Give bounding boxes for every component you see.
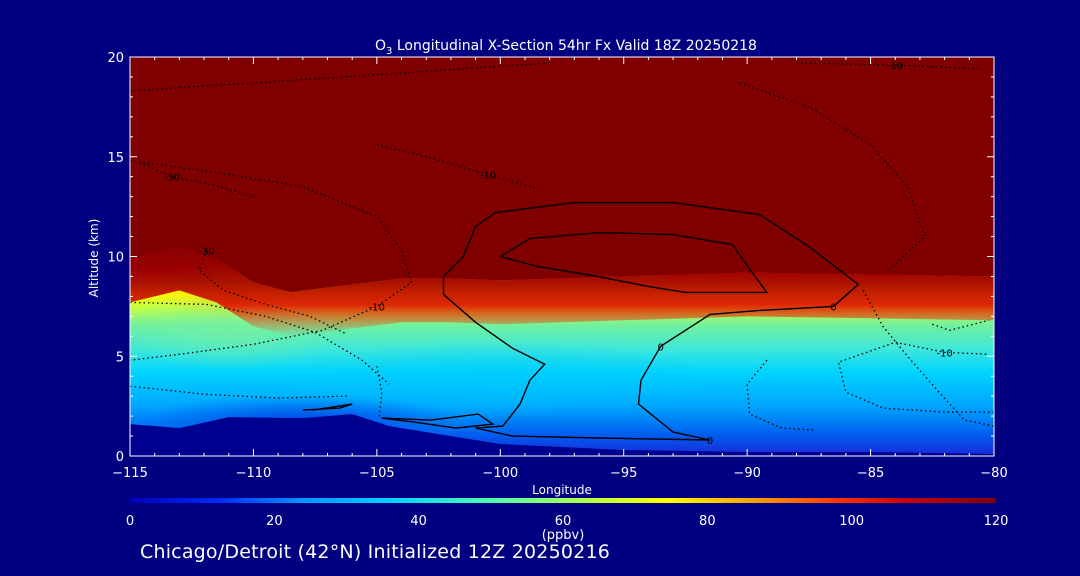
contour-label: 0 — [707, 436, 713, 447]
dotted-contour — [796, 62, 982, 70]
y-tick-label: 15 — [107, 151, 124, 166]
colorbar-unit-label: (ppbv) — [542, 528, 585, 543]
contour-label: -10 — [369, 302, 385, 313]
dotted-contour — [139, 162, 254, 198]
title-subscript: 3 — [386, 46, 392, 57]
chart-title: O3 Longitudinal X-Section 54hr Fx Valid … — [375, 38, 757, 57]
stratosphere-region — [130, 57, 994, 293]
solid-contour — [381, 413, 495, 429]
colorbar-tick-label: 0 — [126, 514, 134, 529]
y-tick-label: 0 — [116, 450, 124, 465]
solid-contour — [302, 403, 353, 411]
y-tick-label: 10 — [107, 251, 124, 266]
dotted-contour — [130, 385, 348, 399]
y-axis-label: Altitude (km) — [87, 219, 101, 298]
x-tick-label: −80 — [980, 466, 1007, 481]
x-tick-label: −100 — [482, 466, 518, 481]
dotted-contour — [932, 319, 990, 331]
colorbar-ticks: 0 20 40 60 80 100 120 — [126, 514, 1009, 529]
dotted-contour — [130, 301, 390, 385]
axes: −115 −110 −105 −100 −95 −90 −85 −80 0 5 10 15 20 — [107, 51, 1007, 481]
x-tick-label: −110 — [236, 466, 272, 481]
x-tick-label: −90 — [733, 466, 760, 481]
contour-label: 0 — [658, 342, 664, 353]
contour-label: -10 — [480, 171, 496, 182]
contour-label: -30 — [164, 173, 180, 184]
x-axis-label: Longitude — [532, 483, 592, 497]
dotted-contour — [130, 160, 413, 361]
y-tick-label: 5 — [116, 350, 124, 365]
contour-label: -30 — [198, 247, 214, 258]
colorbar-tick-label: 120 — [984, 514, 1009, 529]
contour-label: -10 — [887, 61, 903, 72]
colorbar-tick-label: 20 — [266, 514, 283, 529]
contour-label: -10 — [936, 348, 952, 359]
plot-area: 0 -10 -10 -10 -30 -30 -10 0 0 — [130, 57, 994, 456]
x-tick-label: −115 — [112, 466, 148, 481]
x-tick-label: −105 — [359, 466, 395, 481]
colorbar-tick-label: 40 — [410, 514, 427, 529]
contour-lines: 0 -10 -10 -10 -30 -30 -10 0 0 — [130, 61, 994, 447]
x-tick-label: −95 — [610, 466, 637, 481]
solid-contour — [442, 201, 860, 441]
colorbar-tick-label: 100 — [839, 514, 864, 529]
colorbar-tick-label: 60 — [555, 514, 572, 529]
dotted-contour — [376, 144, 538, 190]
x-tick-label: −85 — [857, 466, 884, 481]
solid-contour — [499, 231, 769, 294]
y-tick-label: 20 — [107, 51, 124, 66]
surface-terrain — [130, 414, 994, 456]
title-rest: Longitudinal X-Section 54hr Fx Valid 18Z… — [392, 38, 757, 54]
contour-label: 0 — [830, 302, 836, 313]
colorbar — [130, 498, 996, 503]
footer-caption: Chicago/Detroit (42°N) Initialized 12Z 2… — [140, 541, 611, 563]
dotted-contour — [837, 341, 994, 413]
tropopause-transition — [130, 246, 994, 337]
colorbar-tick-label: 80 — [699, 514, 716, 529]
